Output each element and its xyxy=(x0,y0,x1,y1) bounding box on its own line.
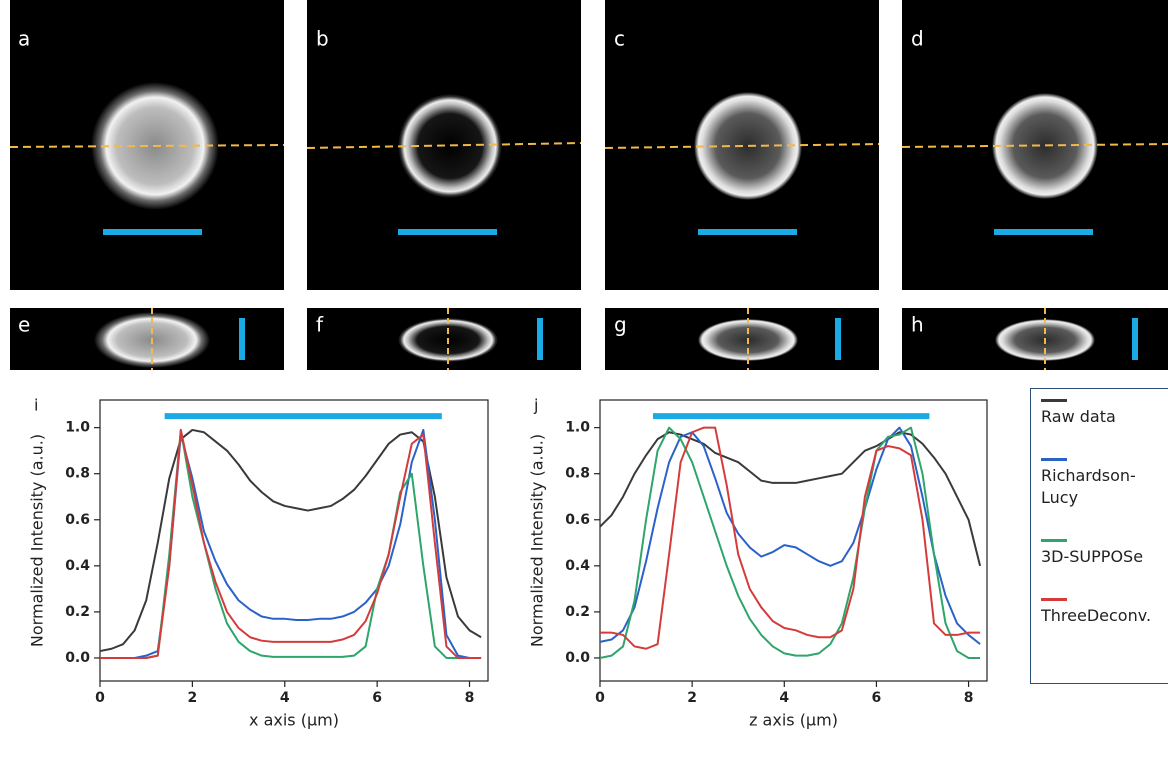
legend-item: ThreeDeconv. xyxy=(1041,598,1159,627)
scale-bars xyxy=(239,318,1138,360)
legend: Raw data Richardson-Lucy 3D-SUPPOSe ThreeDe… xyxy=(1030,388,1168,684)
scale-bar xyxy=(835,318,841,360)
x-tick-label: 8 xyxy=(465,690,475,706)
profile-lines xyxy=(9,142,1168,149)
y-tick-label: 0.4 xyxy=(65,558,90,574)
legend-swatch xyxy=(1041,598,1067,601)
panel-label: h xyxy=(911,313,924,337)
panel-label: a xyxy=(18,27,30,51)
x-tick-label: 2 xyxy=(687,690,697,706)
x-tick-label: 0 xyxy=(595,690,605,706)
legend-label: ThreeDeconv. xyxy=(1041,606,1152,625)
image-panels: a b c d e f g h xyxy=(9,0,1168,370)
x-tick-label: 8 xyxy=(964,690,974,706)
x-tick-label: 6 xyxy=(872,690,882,706)
panel-label: c xyxy=(614,27,625,51)
x-axis-label: x axis (µm) xyxy=(249,711,339,730)
scale-bars xyxy=(103,229,1093,235)
legend-swatch xyxy=(1041,399,1067,402)
panel-label: i xyxy=(34,396,38,415)
series-line xyxy=(599,431,982,567)
panel-label: e xyxy=(18,313,30,337)
y-tick-label: 0.8 xyxy=(65,466,90,482)
series-line xyxy=(100,428,482,659)
panel-label: g xyxy=(614,313,627,337)
profile-line xyxy=(9,144,285,148)
scale-bar xyxy=(537,318,543,360)
legend-swatch xyxy=(1041,458,1067,461)
series-line xyxy=(599,426,981,645)
scale-bar xyxy=(994,229,1093,235)
x-tick-label: 2 xyxy=(188,690,198,706)
legend-label: Raw data xyxy=(1041,407,1116,426)
legend-item: 3D-SUPPOSe xyxy=(1041,539,1159,568)
profile-line xyxy=(901,143,1168,148)
scale-bar xyxy=(398,229,497,235)
panel-label: f xyxy=(316,313,324,337)
y-tick-label: 0.2 xyxy=(65,604,90,620)
y-tick-label: 0.4 xyxy=(565,558,590,574)
plot-frame xyxy=(99,399,489,682)
profile-line xyxy=(604,143,880,149)
legend-item: Richardson-Lucy xyxy=(1041,458,1159,509)
plot-frame xyxy=(599,399,988,682)
legend-label: Richardson-Lucy xyxy=(1041,466,1136,507)
panel-label: b xyxy=(316,27,329,51)
series-line xyxy=(599,426,981,659)
x-tick-label: 6 xyxy=(372,690,382,706)
scale-bar xyxy=(239,318,245,360)
legend-swatch xyxy=(1041,539,1067,542)
x-axis-label: z axis (µm) xyxy=(749,711,838,730)
legend-label: 3D-SUPPOSe xyxy=(1041,547,1144,566)
y-tick-label: 0.6 xyxy=(565,512,590,528)
profile-lines xyxy=(151,308,1046,370)
y-tick-label: 1.0 xyxy=(565,420,590,436)
scale-bar xyxy=(1132,318,1138,360)
y-tick-label: 0.0 xyxy=(565,650,590,666)
y-axis-label: Normalized Intensity (a.u.) xyxy=(28,434,47,647)
x-tick-label: 4 xyxy=(280,690,290,706)
series-line xyxy=(600,426,981,650)
y-axis-label: Normalized Intensity (a.u.) xyxy=(528,434,547,647)
panel-label: j xyxy=(533,396,538,415)
legend-item: Raw data xyxy=(1041,399,1159,428)
x-tick-label: 0 xyxy=(95,690,105,706)
y-tick-label: 1.0 xyxy=(65,420,90,436)
y-tick-label: 0.0 xyxy=(65,650,90,666)
y-tick-label: 0.6 xyxy=(65,512,90,528)
scale-bar xyxy=(698,229,797,235)
y-tick-label: 0.8 xyxy=(565,466,590,482)
panel-label: d xyxy=(911,27,924,51)
profile-line xyxy=(306,142,582,149)
scale-bar xyxy=(103,229,202,235)
y-tick-label: 0.2 xyxy=(565,604,590,620)
series-line xyxy=(99,428,482,653)
x-tick-label: 4 xyxy=(779,690,789,706)
